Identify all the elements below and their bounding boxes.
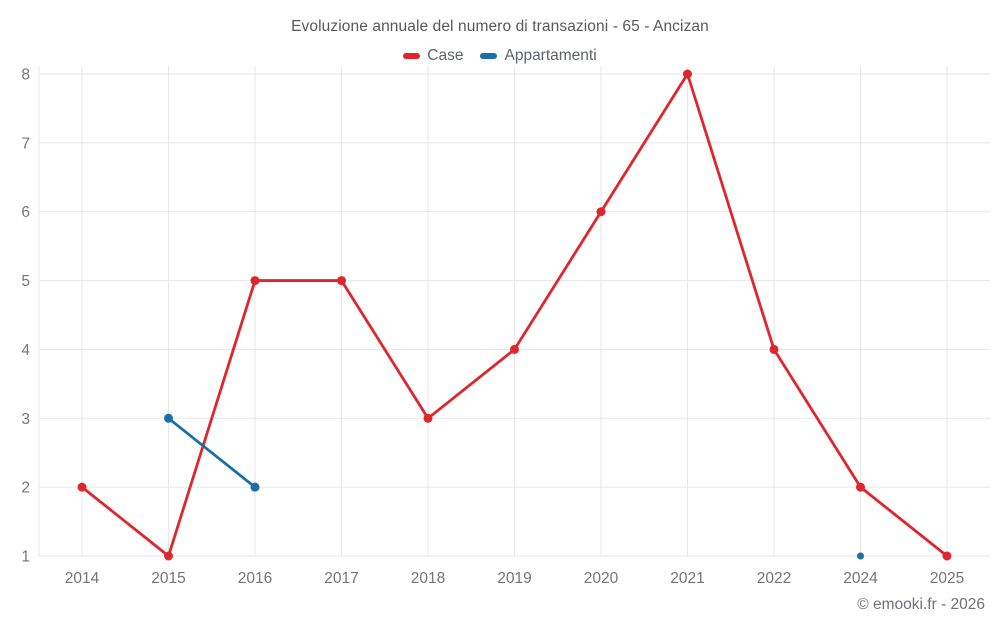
chart-legend: Case Appartamenti (0, 47, 1000, 65)
case-data-point (77, 482, 87, 492)
case-data-point (337, 276, 346, 286)
x-axis-tick-label: 2025 (930, 570, 964, 587)
case-data-point (423, 413, 433, 423)
x-axis-tick-label: 2021 (670, 570, 704, 587)
x-axis-tick-label: 2019 (497, 570, 531, 587)
y-axis-tick-label: 5 (21, 273, 30, 290)
chart-title: Evoluzione annuale del numero di transaz… (291, 18, 709, 35)
appartamenti-series-line (167, 416, 257, 489)
y-axis-tick-label: 1 (21, 549, 30, 566)
case-data-point (769, 344, 779, 354)
case-data-point (510, 344, 519, 354)
case-data-point (164, 551, 173, 561)
case-data-point (596, 207, 606, 217)
x-axis-tick-label: 2014 (65, 570, 100, 587)
x-axis-tick-label: 2016 (238, 570, 272, 587)
x-axis-tick-label: 2020 (584, 570, 619, 587)
case-series-marker-icon (403, 53, 421, 59)
case-data-point (942, 551, 952, 561)
y-axis-tick-label: 2 (21, 480, 30, 497)
legend-label-appartamenti: Appartamenti (504, 47, 597, 64)
case-data-point (250, 276, 260, 286)
x-axis-tick-label: 2017 (324, 570, 358, 587)
y-axis-tick-label: 7 (21, 135, 30, 152)
x-axis-tick-label: 2018 (411, 570, 445, 587)
x-axis-tick-label: 2024 (843, 570, 878, 587)
y-axis-tick-label: 3 (21, 411, 30, 428)
case-data-point (856, 482, 865, 492)
legend-item-appartamenti[interactable]: Appartamenti (480, 47, 597, 65)
y-axis-tick-label: 6 (21, 204, 30, 221)
legend-item-case[interactable]: Case (403, 47, 463, 65)
y-axis-tick-label: 8 (21, 67, 30, 84)
appartamenti-series-marker-icon (480, 53, 498, 59)
legend-label-case: Case (427, 47, 464, 64)
watermark-copyright: © emooki.fr - 2026 (857, 596, 985, 613)
x-axis-tick-label: 2015 (151, 570, 185, 587)
case-data-point (683, 69, 692, 79)
appartamenti-data-point (857, 552, 864, 560)
y-axis-tick-label: 4 (21, 342, 30, 359)
x-axis-tick-label: 2022 (757, 570, 791, 587)
appartamenti-data-point (164, 413, 173, 423)
appartamenti-data-point (250, 482, 260, 492)
